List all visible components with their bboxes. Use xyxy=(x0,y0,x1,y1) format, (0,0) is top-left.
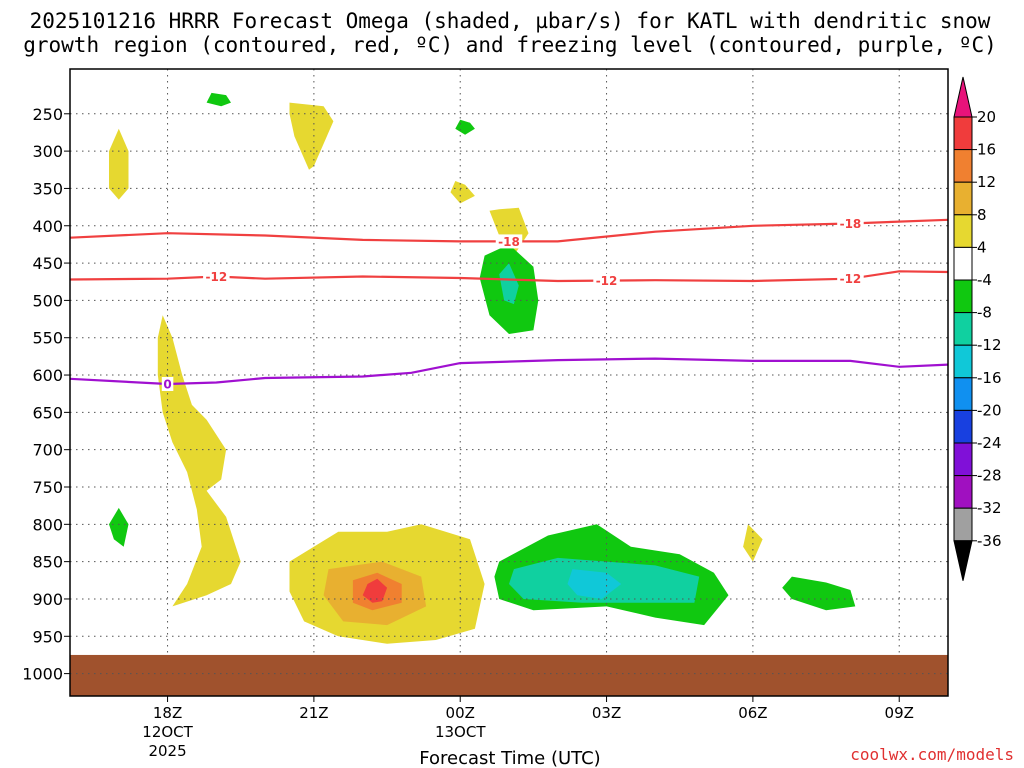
colorbar-top-arrow xyxy=(953,76,973,118)
omega-region-0-4 xyxy=(157,315,241,607)
colorbar-label--20: -20 xyxy=(977,401,1002,419)
omega-region-3-0 xyxy=(362,578,388,603)
colorbar-box-5 xyxy=(953,279,973,314)
ytick-label-600: 600 xyxy=(32,366,63,385)
ytick-label-700: 700 xyxy=(32,441,63,460)
omega-region-4-5 xyxy=(782,576,856,611)
colorbar-box-0 xyxy=(953,116,973,151)
xtick-label-18Z: 18Z xyxy=(153,704,182,722)
contour-line-2 xyxy=(69,357,949,386)
xtick-label-06Z: 06Z xyxy=(738,704,767,722)
chart-title-line-2: growth region (contoured, red, ºC) and f… xyxy=(23,33,997,57)
colorbar-label-4: 4 xyxy=(977,238,987,256)
grid-lines xyxy=(70,69,948,675)
contour-label-0-0: -18 xyxy=(498,235,520,249)
contour-label-bg-0-0 xyxy=(495,234,523,249)
colorbar-box-8 xyxy=(953,377,973,411)
omega-region-4-2 xyxy=(109,507,129,547)
ytick-label-650: 650 xyxy=(32,403,63,422)
colorbar-label--16: -16 xyxy=(977,369,1002,387)
contour-label-1-0: -12 xyxy=(205,270,227,284)
colorbar-box-3 xyxy=(953,214,973,248)
colorbar-box-10 xyxy=(953,442,973,477)
colorbar-label--36: -36 xyxy=(977,532,1002,550)
ytick-label-750: 750 xyxy=(32,478,63,497)
colorbar-label--4: -4 xyxy=(977,271,992,289)
xtick-label-03Z: 03Z xyxy=(592,704,621,722)
xtick-sublabel-18Z-0: 12OCT xyxy=(142,723,193,741)
xtick-label-00Z: 00Z xyxy=(446,704,475,722)
ytick-label-1000: 1000 xyxy=(22,665,63,684)
ytick-label-300: 300 xyxy=(32,142,63,161)
colorbar-bottom-arrow xyxy=(953,540,973,581)
colorbar-label-8: 8 xyxy=(977,206,987,224)
contour-label-bg-0-1 xyxy=(837,216,864,231)
colorbar-label--24: -24 xyxy=(977,434,1002,452)
ytick-label-550: 550 xyxy=(32,329,63,348)
colorbar-box-2 xyxy=(953,181,973,216)
colorbar-box-4 xyxy=(953,246,973,281)
colorbar-label--32: -32 xyxy=(977,499,1002,517)
omega-region-6-0 xyxy=(567,569,622,599)
colorbar-box-6 xyxy=(953,312,973,346)
omega-region-0-2 xyxy=(450,181,475,204)
colorbar-box-1 xyxy=(953,149,973,183)
ytick-label-950: 950 xyxy=(32,627,63,646)
contour-label-bg-1-0 xyxy=(203,269,230,284)
xtick-sublabel-18Z-1: 2025 xyxy=(148,742,186,760)
xtick-label-21Z: 21Z xyxy=(299,704,328,722)
omega-region-5-0 xyxy=(499,263,519,305)
y-axis-ticks: 250 300 350 400 450 500 550 600 650 700 750 800 850 9… xyxy=(22,105,70,684)
omega-region-4-0 xyxy=(206,92,231,107)
chart-title: 2025101216 HRRR Forecast Omega (shaded, … xyxy=(23,9,997,57)
colorbar-label--12: -12 xyxy=(977,336,1002,354)
colorbar-box-9 xyxy=(953,409,973,444)
contour-lines: -18 -18 -12 -12 -12 0 xyxy=(69,216,949,391)
colorbar-box-7 xyxy=(953,344,973,379)
colorbar-box-11 xyxy=(953,475,973,509)
omega-region-0-0 xyxy=(109,128,129,200)
colorbar-label--8: -8 xyxy=(977,304,992,322)
contour-label-bg-1-1 xyxy=(593,273,620,288)
colorbar-label-20: 20 xyxy=(977,108,996,126)
omega-region-0-6 xyxy=(743,524,763,562)
ytick-label-500: 500 xyxy=(32,291,63,310)
colorbar-box-12 xyxy=(953,507,973,542)
contour-label-bg-1-2 xyxy=(837,271,864,286)
ytick-label-800: 800 xyxy=(32,515,63,534)
contour-label-0-1: -18 xyxy=(840,217,862,231)
colorbar-label--28: -28 xyxy=(977,467,1002,485)
ground-surface xyxy=(70,654,948,696)
ytick-label-450: 450 xyxy=(32,254,63,273)
ytick-label-900: 900 xyxy=(32,590,63,609)
contour-label-1-1: -12 xyxy=(596,274,618,288)
watermark-text: coolwx.com/models xyxy=(850,745,1014,764)
omega-region-0-1 xyxy=(289,102,334,170)
xtick-label-09Z: 09Z xyxy=(885,704,914,722)
colorbar-label-12: 12 xyxy=(977,173,996,191)
contour-label-2-0: 0 xyxy=(163,377,171,391)
colorbar: 20 16 12 8 4 -4 -8 -12 -16 -20 -24 -28 -32 -36 xyxy=(953,76,1002,581)
chart-title-line-1: 2025101216 HRRR Forecast Omega (shaded, … xyxy=(30,9,991,33)
colorbar-label-16: 16 xyxy=(977,141,996,159)
ytick-label-250: 250 xyxy=(32,105,63,124)
contour-label-bg-2-0 xyxy=(161,376,174,391)
ytick-label-850: 850 xyxy=(32,553,63,572)
ytick-label-400: 400 xyxy=(32,217,63,236)
ytick-label-350: 350 xyxy=(32,179,63,198)
omega-shading-layer xyxy=(109,92,856,644)
x-axis-title: Forecast Time (UTC) xyxy=(419,748,600,768)
plot-frame xyxy=(69,68,949,697)
xtick-sublabel-00Z-0: 13OCT xyxy=(435,723,486,741)
contour-label-1-2: -12 xyxy=(840,272,862,286)
